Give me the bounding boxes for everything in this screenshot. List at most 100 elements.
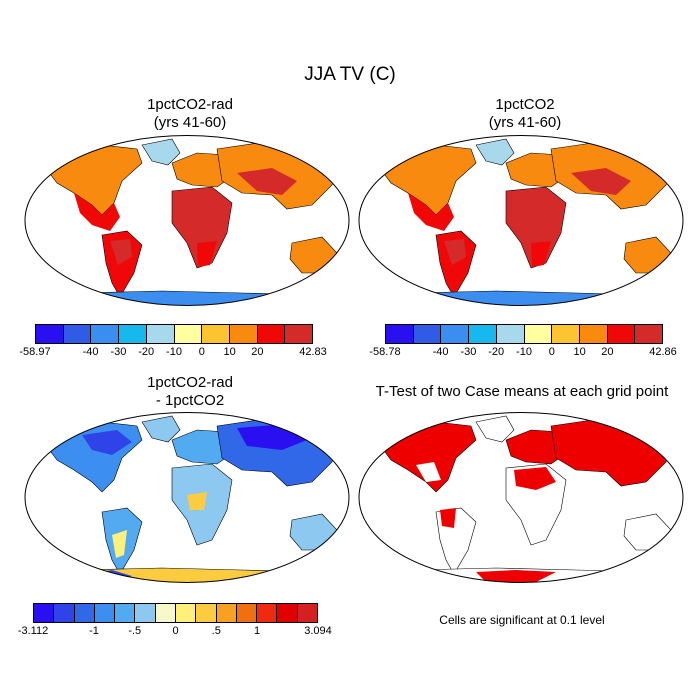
colorbar-labels-top-right: -58.78 -40 -30 -20 -10 0 10 20 42.86 [369, 346, 676, 360]
colorbar-tick-label: -58.78 [369, 346, 401, 358]
colorbar-tick-label: -10 [516, 346, 532, 358]
colorbar-cell [175, 604, 197, 622]
colorbar-cell [146, 325, 175, 343]
panel-title-bottom-left: 1pctCO2-rad - 1pctCO2 [35, 374, 345, 410]
colorbar-cell [285, 325, 313, 343]
greenland [141, 415, 181, 443]
colorbar-cell [94, 604, 116, 622]
colorbar-tick-label: -40 [432, 346, 449, 358]
africa-warm [187, 492, 207, 510]
colorbar-cell [91, 325, 120, 343]
colorbar-cell [202, 325, 230, 343]
map-panel-bottom-right [356, 410, 686, 585]
colorbar-cell [635, 325, 663, 343]
panel-title-bottom-right: T-Test of two Case means at each grid po… [375, 383, 669, 400]
colorbar-tick-label: 0 [172, 625, 179, 637]
panel-title-line2: (yrs 41-60) [488, 114, 562, 131]
colorbar-tick-label: -58.97 [19, 346, 51, 358]
africa [171, 186, 233, 269]
colorbar-tick-label: 0 [198, 346, 205, 358]
colorbar-tick-label: -30 [460, 346, 477, 358]
colorbar-tick-label: 20 [251, 346, 264, 358]
colorbar-tick-label: -20 [488, 346, 505, 358]
south-america-core [110, 239, 132, 265]
colorbar-tick-label: 10 [223, 346, 236, 358]
colorbar-cell [34, 604, 55, 622]
figure-title: JJA TV (C) [304, 64, 396, 85]
colorbar-cell [386, 325, 414, 343]
colorbar-bottom-left [33, 603, 318, 623]
panel-title-line2: (yrs 41-60) [153, 114, 227, 131]
africa-south [197, 241, 217, 267]
south-america-core [444, 239, 466, 265]
colorbar-cell [579, 325, 608, 343]
panel-title-line1: 1pctCO2-rad [147, 374, 233, 391]
colorbar-tick-label: 42.86 [649, 346, 677, 358]
colorbar-cell [174, 325, 203, 343]
colorbar-cell [469, 325, 497, 343]
map-panel-bottom-left [22, 410, 352, 585]
colorbar-cell [74, 604, 95, 622]
colorbar-cell [441, 325, 470, 343]
colorbar-tick-label: -1 [89, 625, 99, 637]
panel-title-top-left: 1pctCO2-rad (yrs 41-60) [35, 96, 345, 132]
colorbar-tick-label: -40 [82, 346, 99, 358]
greenland [475, 415, 515, 443]
colorbar-cell [63, 325, 92, 343]
colorbar-cell [135, 604, 156, 622]
map-panel-top-right [356, 133, 686, 308]
panel-title-line2: - 1pctCO2 [155, 392, 225, 409]
colorbar-tick-label: .5 [211, 625, 221, 637]
greenland [141, 138, 181, 166]
colorbar-cell [496, 325, 525, 343]
colorbar-cell [607, 325, 636, 343]
colorbar-cell [54, 604, 75, 622]
asia-interior [571, 168, 631, 195]
south-america [101, 230, 143, 298]
colorbar-cell [297, 604, 317, 622]
south-america-warm [112, 530, 127, 558]
colorbar-labels-top-left: -58.97 -40 -30 -20 -10 0 10 20 42.83 [19, 346, 326, 360]
north-america-core [82, 430, 132, 455]
colorbar-tick-label: 20 [601, 346, 614, 358]
colorbar-cell [524, 325, 553, 343]
colorbar-tick-label: 3.094 [304, 625, 332, 637]
colorbar-cell [236, 604, 258, 622]
colorbar-top-right [385, 324, 663, 344]
colorbar-tick-label: -30 [110, 346, 127, 358]
colorbar-cell [277, 604, 298, 622]
north-america-south [74, 193, 120, 231]
north-america-gap [416, 462, 441, 482]
greenland [475, 138, 515, 166]
africa-south [531, 241, 551, 267]
colorbar-tick-label: 0 [548, 346, 555, 358]
colorbar-tick-label: 1 [253, 625, 261, 637]
significance-note: Cells are significant at 0.1 level [439, 613, 605, 627]
colorbar-cell [115, 604, 136, 622]
colorbar-cell [36, 325, 64, 343]
south-america [435, 230, 477, 298]
panel-title-line1: 1pctCO2-rad [147, 96, 233, 113]
colorbar-tick-label: 42.83 [299, 346, 327, 358]
africa-sig [514, 467, 556, 490]
colorbar-tick-label: 10 [573, 346, 586, 358]
colorbar-tick-label: -3.112 [17, 625, 49, 637]
colorbar-cell [155, 604, 176, 622]
colorbar-cell [216, 604, 237, 622]
colorbar-cell [257, 325, 286, 343]
colorbar-cell [119, 325, 147, 343]
colorbar-labels-bottom-left: -3.112 -1 -.5 0 .5 1 3.094 [18, 625, 332, 639]
colorbar-tick-label: -.5 [128, 625, 142, 637]
africa [505, 186, 567, 269]
colorbar-cell [196, 604, 217, 622]
panel-title-line1: 1pctCO2 [495, 96, 555, 113]
panel-title-top-right: 1pctCO2 (yrs 41-60) [370, 96, 680, 132]
colorbar-cell [229, 325, 258, 343]
south-america-sig [440, 508, 456, 528]
colorbar-cell [552, 325, 580, 343]
colorbar-cell [257, 604, 278, 622]
map-panel-top-left [22, 133, 352, 308]
antarctica-sig [476, 570, 556, 582]
colorbar-cell [413, 325, 442, 343]
colorbar-top-left [35, 324, 313, 344]
